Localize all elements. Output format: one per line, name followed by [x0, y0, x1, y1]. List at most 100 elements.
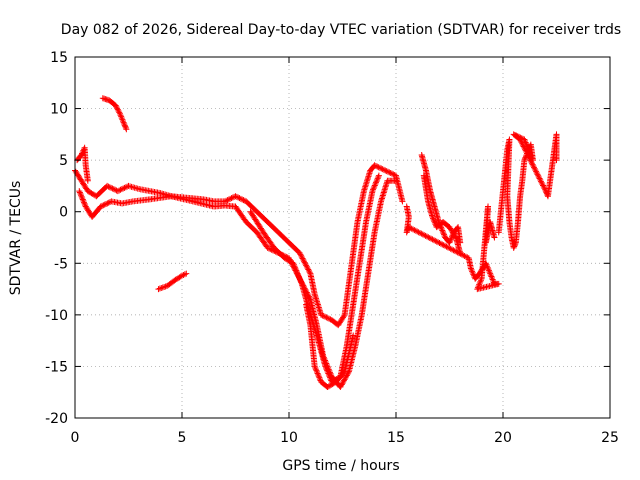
data-point-marker — [474, 286, 481, 293]
data-point-marker — [316, 376, 323, 383]
data-point-marker — [411, 227, 418, 234]
data-point-marker — [540, 182, 547, 189]
data-point-marker — [337, 384, 344, 391]
data-point-marker — [301, 259, 308, 266]
data-point-marker — [393, 177, 399, 184]
data-point-marker — [78, 193, 85, 200]
data-point-marker — [524, 151, 531, 158]
data-point-marker — [340, 377, 347, 384]
data-point-marker — [115, 107, 122, 114]
data-point-marker — [122, 184, 129, 191]
data-point-marker — [314, 370, 321, 377]
data-point-marker — [373, 178, 380, 185]
data-point-marker — [290, 260, 297, 267]
data-point-marker — [488, 275, 495, 282]
data-point-marker — [521, 146, 528, 153]
data-point-marker — [537, 176, 544, 183]
data-point-marker — [312, 366, 319, 373]
y-tick-label: 15 — [50, 50, 68, 66]
data-point-marker — [298, 254, 305, 261]
data-point-marker — [315, 373, 322, 380]
data-point-marker — [100, 202, 107, 209]
data-point-marker — [179, 272, 185, 279]
data-point-marker — [324, 367, 331, 374]
data-point-marker — [81, 200, 88, 207]
data-point-marker — [121, 122, 128, 129]
data-point-marker — [232, 193, 239, 200]
data-point-marker — [303, 262, 310, 269]
data-point-marker — [323, 314, 330, 321]
data-point-marker — [180, 271, 187, 278]
data-point-marker — [78, 192, 85, 199]
chart-title: Day 082 of 2026, Sidereal Day-to-day VTE… — [61, 22, 621, 38]
data-point-marker — [112, 186, 119, 193]
data-point-marker — [340, 369, 347, 376]
data-point-marker — [233, 193, 240, 200]
series-10 — [495, 131, 560, 251]
data-point-marker — [79, 196, 86, 203]
data-point-marker — [370, 186, 377, 193]
data-point-marker — [429, 215, 436, 222]
data-point-marker — [477, 278, 484, 285]
data-point-marker — [225, 196, 232, 203]
data-point-marker — [447, 238, 454, 245]
data-point-marker — [314, 369, 321, 376]
data-point-marker — [319, 312, 326, 319]
data-point-marker — [404, 228, 411, 235]
data-point-marker — [444, 244, 451, 251]
data-point-marker — [324, 369, 331, 376]
data-point-marker — [118, 115, 125, 122]
data-point-marker — [488, 273, 495, 280]
data-point-marker — [119, 118, 126, 125]
x-tick-label: 15 — [387, 430, 405, 446]
data-point-marker — [438, 226, 445, 233]
data-point-marker — [477, 277, 484, 284]
data-point-marker — [318, 311, 325, 318]
data-point-marker — [119, 116, 126, 123]
data-point-marker — [224, 197, 231, 204]
data-point-marker — [227, 195, 234, 202]
data-point-marker — [118, 113, 125, 120]
data-point-marker — [469, 268, 476, 275]
data-point-marker — [156, 285, 163, 292]
data-point-marker — [327, 374, 334, 381]
data-point-marker — [121, 121, 128, 128]
data-point-marker — [298, 252, 305, 259]
data-point-marker — [440, 230, 447, 237]
data-point-marker — [114, 106, 121, 113]
data-point-marker — [520, 143, 527, 150]
data-point-marker — [374, 163, 381, 170]
data-point-marker — [295, 272, 302, 279]
data-point-marker — [342, 375, 349, 382]
data-point-marker — [443, 243, 450, 250]
data-point-marker — [462, 253, 469, 260]
data-point-marker — [525, 153, 532, 160]
data-point-marker — [77, 190, 84, 197]
data-point-marker — [453, 248, 460, 255]
data-point-marker — [343, 373, 350, 380]
data-point-marker — [369, 188, 376, 195]
data-point-marker — [490, 277, 497, 284]
data-point-marker — [240, 197, 247, 204]
data-point-marker — [228, 195, 235, 202]
y-tick-label: 10 — [50, 102, 68, 118]
data-point-marker — [291, 263, 298, 270]
series-5 — [155, 270, 190, 293]
data-point-marker — [78, 151, 85, 158]
data-point-marker — [229, 194, 236, 201]
data-point-marker — [531, 164, 538, 171]
data-point-marker — [116, 110, 123, 117]
series-9 — [403, 203, 502, 293]
data-point-marker — [82, 202, 89, 209]
data-point-marker — [161, 284, 168, 291]
data-point-marker — [485, 267, 492, 274]
data-point-marker — [296, 275, 303, 282]
data-point-marker — [105, 183, 112, 190]
data-point-marker — [292, 266, 299, 273]
data-point-marker — [79, 195, 86, 202]
data-point-marker — [323, 366, 330, 373]
data-point-marker — [84, 177, 91, 184]
x-tick-label: 5 — [178, 430, 187, 446]
